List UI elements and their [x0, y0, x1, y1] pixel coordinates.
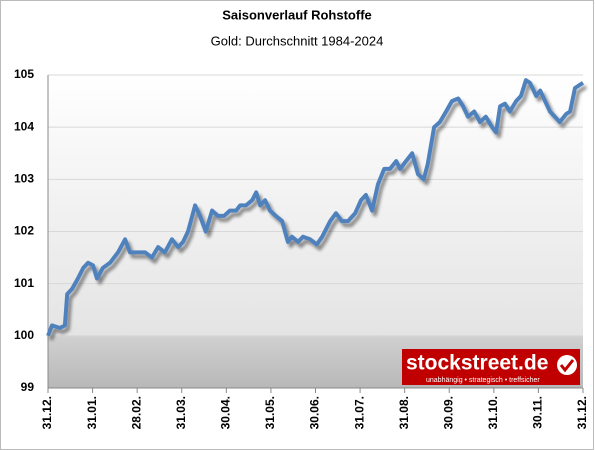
logo-name: stockstreet.de — [406, 352, 548, 375]
x-tick-label: 31.10. — [486, 396, 500, 429]
x-tick-label: 31.12. — [575, 396, 589, 429]
y-tick-label: 104 — [14, 119, 34, 133]
x-tick-label: 31.07. — [352, 396, 366, 429]
x-tick-label: 31.08. — [397, 396, 411, 429]
y-tick-label: 101 — [14, 276, 34, 290]
chart-title: Saisonverlauf Rohstoffe — [222, 7, 372, 22]
x-tick-label: 28.02. — [129, 396, 143, 429]
logo-tagline: unabhängig • strategisch • treffsicher — [426, 377, 540, 384]
x-tick-label: 30.04. — [219, 396, 233, 429]
logo-icon — [557, 355, 577, 375]
logo-box — [402, 349, 580, 385]
data-line — [46, 78, 585, 337]
x-tick-label: 31.03. — [174, 396, 188, 429]
x-tick-label: 30.11. — [531, 396, 545, 429]
y-tick-label: 99 — [21, 380, 35, 394]
y-tick-label: 100 — [14, 328, 34, 342]
y-tick-label: 105 — [14, 67, 34, 81]
chart-subtitle: Gold: Durchschnitt 1984-2024 — [211, 33, 384, 48]
x-tick-label: 31.01. — [85, 396, 99, 429]
logo-check — [559, 359, 575, 373]
x-tick-label: 31.12. — [40, 396, 54, 429]
x-tick-label: 30.06. — [308, 396, 322, 429]
branding: stockstreet.de unabhängig • strategisch … — [402, 349, 580, 385]
y-tick-label: 102 — [14, 224, 34, 238]
x-tick-label: 30.09. — [441, 396, 455, 429]
y-tick-label: 103 — [14, 172, 34, 186]
x-tick-label: 31.05. — [263, 396, 277, 429]
